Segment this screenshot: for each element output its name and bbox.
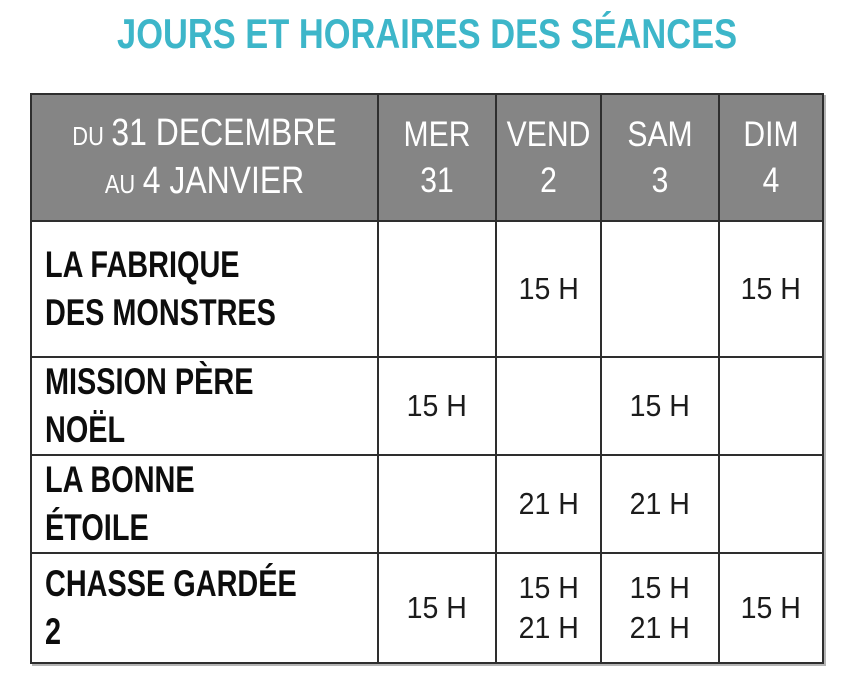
date-range-line-2: AU 4 JANVIER	[60, 158, 350, 206]
showtime: 15 H	[406, 590, 468, 626]
showtime: 21 H	[629, 486, 691, 522]
date-range-text-2: 4 JANVIER	[142, 159, 305, 202]
day-name: MER	[403, 115, 471, 154]
showtime-cell-vend	[495, 355, 602, 457]
day-header-mer-31: MER 31	[377, 93, 497, 222]
film-title-cell: CHASSE GARDÉE 2	[30, 552, 379, 665]
showtime-cell-vend: 15 H	[495, 220, 602, 358]
day-header-dim-4: DIM 4	[718, 93, 824, 222]
showtime-cell-vend: 15 H 21 H	[495, 552, 602, 665]
day-header-sam-3: SAM 3	[600, 93, 720, 222]
date-range-line-1: DU 31 DECEMBRE	[60, 110, 350, 158]
showtime-cell-mer: 15 H	[377, 552, 497, 665]
showtime-cell-mer	[377, 220, 497, 358]
film-row-la-bonne-etoile: LA BONNE ÉTOILE 21 H 21 H	[30, 454, 824, 555]
showtime-cell-sam: 21 H	[600, 454, 720, 555]
showtime-cell-dim	[718, 454, 824, 555]
film-title: LA BONNE ÉTOILE	[45, 459, 195, 549]
film-title-cell: LA FABRIQUE DES MONSTRES	[30, 220, 379, 358]
showtime-cell-sam	[600, 220, 720, 358]
film-title-cell: MISSION PÈRE NOËL	[30, 355, 379, 457]
showtime-cell-sam: 15 H	[600, 355, 720, 457]
showtime-cell-dim: 15 H	[718, 220, 824, 358]
day-number: 3	[651, 160, 669, 200]
day-header-vend-2: VEND 2	[495, 93, 602, 222]
showtime: 15 H	[740, 270, 802, 306]
showtime-cell-vend: 21 H	[495, 454, 602, 555]
schedule-header: DU 31 DECEMBRE AU 4 JANVIER MER 31 VEND 2 …	[30, 93, 824, 222]
film-row-la-fabrique-des-monstres: LA FABRIQUE DES MONSTRES 15 H 15 H	[30, 220, 824, 358]
showtime-cell-dim: 15 H	[718, 552, 824, 665]
showtime: 21 H	[518, 486, 579, 522]
film-row-chasse-gardee-2: CHASSE GARDÉE 2 15 H 15 H 21 H 15 H 21 H…	[30, 552, 824, 665]
showtime: 15 H 21 H	[518, 570, 579, 646]
showtime-cell-mer: 15 H	[377, 355, 497, 457]
film-row-mission-pere-noel: MISSION PÈRE NOËL 15 H 15 H	[30, 355, 824, 457]
showtime: 15 H 21 H	[629, 570, 691, 646]
date-range-prefix-au: AU	[104, 168, 136, 199]
film-title-cell: LA BONNE ÉTOILE	[30, 454, 379, 555]
page-title: JOURS ET HORAIRES DES SÉANCES	[116, 10, 738, 57]
film-title: MISSION PÈRE NOËL	[45, 361, 254, 451]
showtime: 15 H	[518, 270, 579, 306]
showtime: 15 H	[629, 387, 691, 423]
title-bar: JOURS ET HORAIRES DES SÉANCES	[0, 0, 854, 61]
header-row: DU 31 DECEMBRE AU 4 JANVIER MER 31 VEND 2 …	[30, 93, 824, 222]
showtime-cell-mer	[377, 454, 497, 555]
date-range-prefix-du: DU	[72, 121, 104, 151]
day-number: 2	[540, 160, 557, 200]
date-range-header: DU 31 DECEMBRE AU 4 JANVIER	[30, 93, 379, 222]
showtime-cell-sam: 15 H 21 H	[600, 552, 720, 665]
day-number: 4	[762, 160, 780, 200]
day-name: DIM	[743, 115, 799, 154]
day-name: SAM	[627, 115, 693, 154]
film-title: CHASSE GARDÉE 2	[45, 563, 297, 653]
film-title: LA FABRIQUE DES MONSTRES	[45, 243, 276, 333]
showtime: 15 H	[740, 590, 802, 626]
day-name: VEND	[506, 115, 591, 154]
showtime: 15 H	[406, 387, 468, 423]
date-range-text-1: 31 DECEMBRE	[111, 112, 337, 154]
schedule-table: DU 31 DECEMBRE AU 4 JANVIER MER 31 VEND 2 …	[30, 93, 824, 665]
showtime-cell-dim	[718, 355, 824, 457]
day-number: 31	[420, 160, 454, 200]
